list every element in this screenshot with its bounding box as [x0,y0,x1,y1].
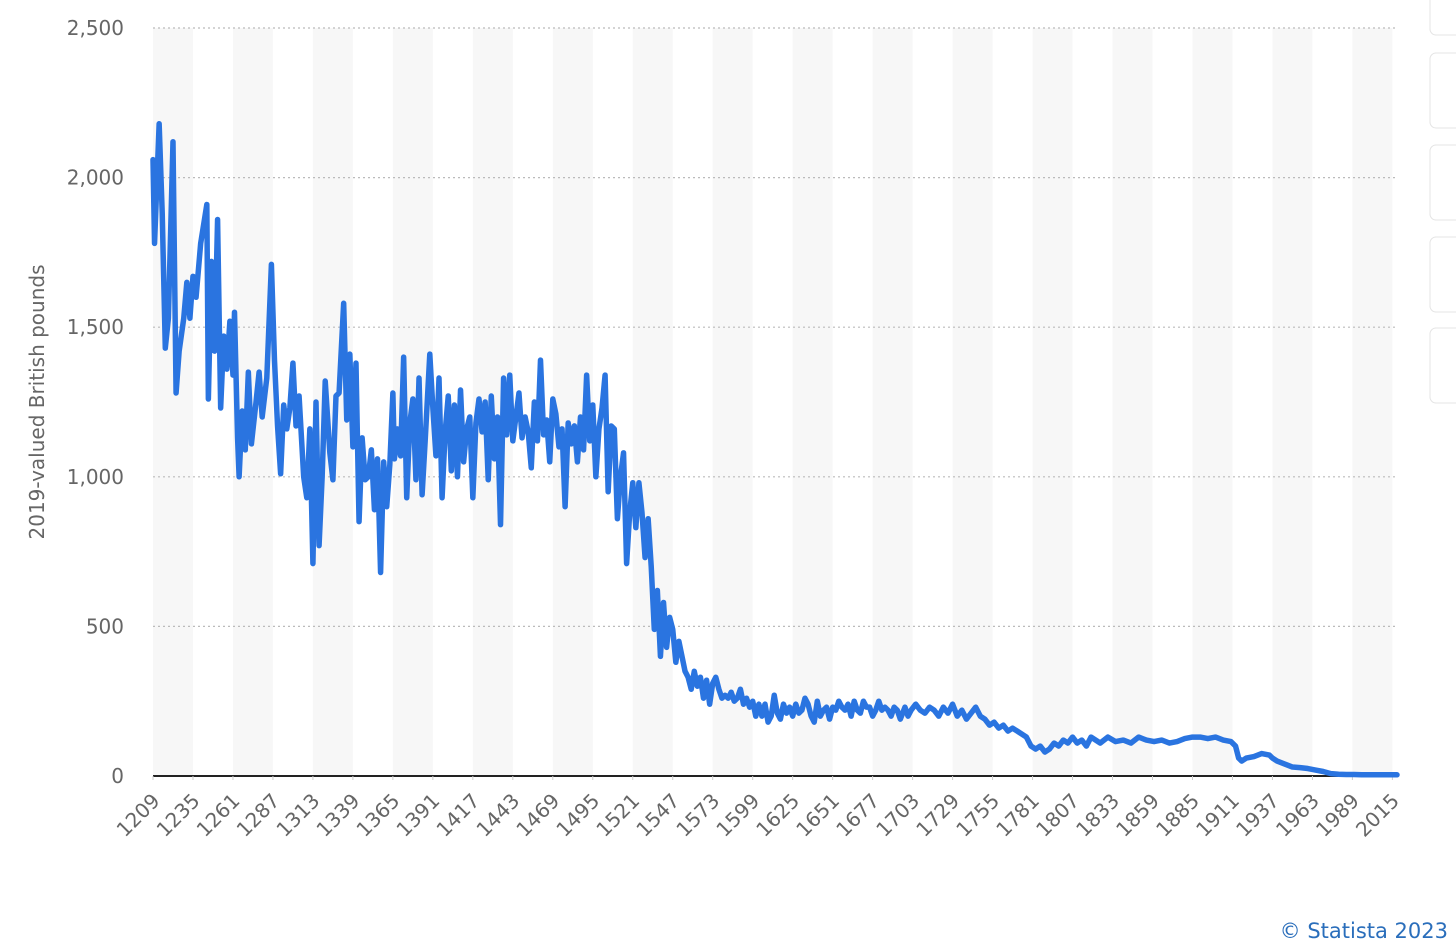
band [952,28,993,776]
y-tick-label: 1,500 [67,315,124,339]
x-tick-label: 1235 [152,789,205,842]
x-tick-label: 1287 [232,789,285,842]
x-tick-label: 1807 [1031,789,1084,842]
x-tick-label: 1755 [951,789,1004,842]
x-tick-label: 1625 [751,789,804,842]
x-tick-label: 1521 [591,789,644,842]
band [1272,28,1313,776]
credit: © Statista 2023 [1280,919,1448,943]
x-tick-label: 1989 [1311,789,1364,842]
y-tick-label: 2,500 [67,16,124,40]
x-tick-label: 1443 [471,789,524,842]
y-tick-label: 0 [111,764,124,788]
x-tick-label: 1547 [631,789,684,842]
band [792,28,833,776]
band [1352,28,1393,776]
data-line [150,120,1400,778]
x-tick-label: 1599 [711,789,764,842]
x-tick-label: 1209 [112,789,165,842]
band [1112,28,1153,776]
x-tick-label: 1261 [192,789,245,842]
x-tick-label: 1911 [1191,789,1244,842]
x-tick-label: 1859 [1111,789,1164,842]
x-tick-label: 1391 [391,789,444,842]
x-tick-label: 1781 [991,789,1044,842]
band [712,28,753,776]
toolbar-button[interactable] [1429,327,1456,404]
x-tick-label: 1573 [671,789,724,842]
x-tick-label: 1417 [431,789,484,842]
x-tick-label: 2015 [1351,789,1404,842]
x-tick-label: 1365 [351,789,404,842]
grid [153,27,1397,777]
x-tick-label: 1963 [1271,789,1324,842]
band [872,28,913,776]
x-tick-label: 1495 [551,789,604,842]
toolbar-button[interactable] [1429,236,1456,313]
background-bands [153,28,1393,776]
y-tick-label: 2,000 [67,166,124,190]
x-tick-label: 1677 [831,789,884,842]
x-tick-label: 1937 [1231,789,1284,842]
band [632,28,673,776]
x-tick-label: 1651 [791,789,844,842]
x-tick-label: 1729 [911,789,964,842]
toolbar-button[interactable] [1429,52,1456,129]
toolbar-button[interactable] [1429,144,1456,221]
toolbar-button[interactable] [1429,0,1456,36]
y-axis-title: 2019-valued British pounds [25,264,49,539]
x-tick-label: 1833 [1071,789,1124,842]
x-tick-label: 1339 [311,789,364,842]
side-toolbar [1429,0,1456,404]
y-tick-label: 1,000 [67,465,124,489]
band [1032,28,1073,776]
y-tick-label: 500 [86,614,124,638]
x-tick-label: 1703 [871,789,924,842]
x-tick-label: 1313 [271,789,324,842]
x-tick-label: 1885 [1151,789,1204,842]
band [1192,28,1233,776]
x-tick-label: 1469 [511,789,564,842]
